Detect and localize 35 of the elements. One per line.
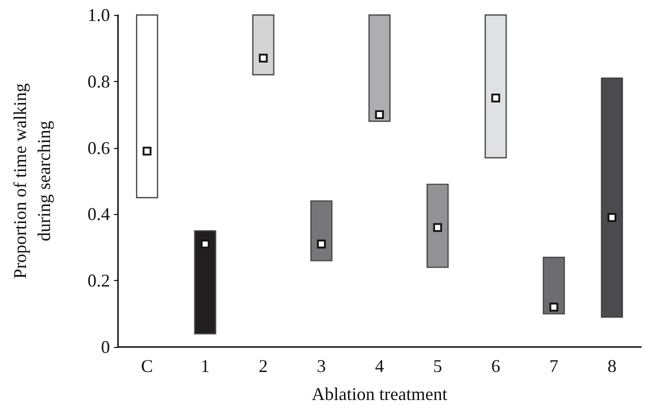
x-tick-label: 3 xyxy=(316,356,326,376)
point xyxy=(258,54,268,63)
y-tick-label: 0.2 xyxy=(88,270,110,291)
x-tick-label: 4 xyxy=(375,356,384,376)
y-axis-title: Proportion of time walking during searching xyxy=(10,83,54,279)
x-tick-label: 6 xyxy=(491,356,500,376)
point xyxy=(491,94,500,102)
bar xyxy=(484,14,507,158)
bar xyxy=(136,14,158,198)
y-tick-label: 1.0 xyxy=(88,5,110,25)
bar xyxy=(310,200,332,262)
point xyxy=(142,146,152,156)
x-tick-label: 2 xyxy=(258,356,268,376)
bar xyxy=(542,256,565,314)
point xyxy=(375,110,384,119)
x-tick-label: 7 xyxy=(549,356,558,376)
y-tick-label: 0.8 xyxy=(88,71,110,92)
point xyxy=(200,240,210,248)
y-tick-label: 0 xyxy=(101,337,110,357)
bar xyxy=(252,14,274,76)
x-tick-label: 5 xyxy=(433,356,442,376)
point xyxy=(433,223,442,232)
point xyxy=(549,302,558,312)
bar xyxy=(368,14,391,122)
x-tick-label: 1 xyxy=(200,356,210,376)
bar xyxy=(194,230,216,334)
y-tick-label: 0.4 xyxy=(88,204,110,224)
point xyxy=(608,213,616,222)
y-tick-label: 0.6 xyxy=(88,138,110,158)
point xyxy=(316,240,326,248)
bar xyxy=(600,77,624,318)
x-axis-title: Ablation treatment xyxy=(312,384,448,404)
x-tick-label: C xyxy=(141,356,154,376)
bar xyxy=(426,184,449,268)
x-tick-label: 8 xyxy=(607,356,616,376)
